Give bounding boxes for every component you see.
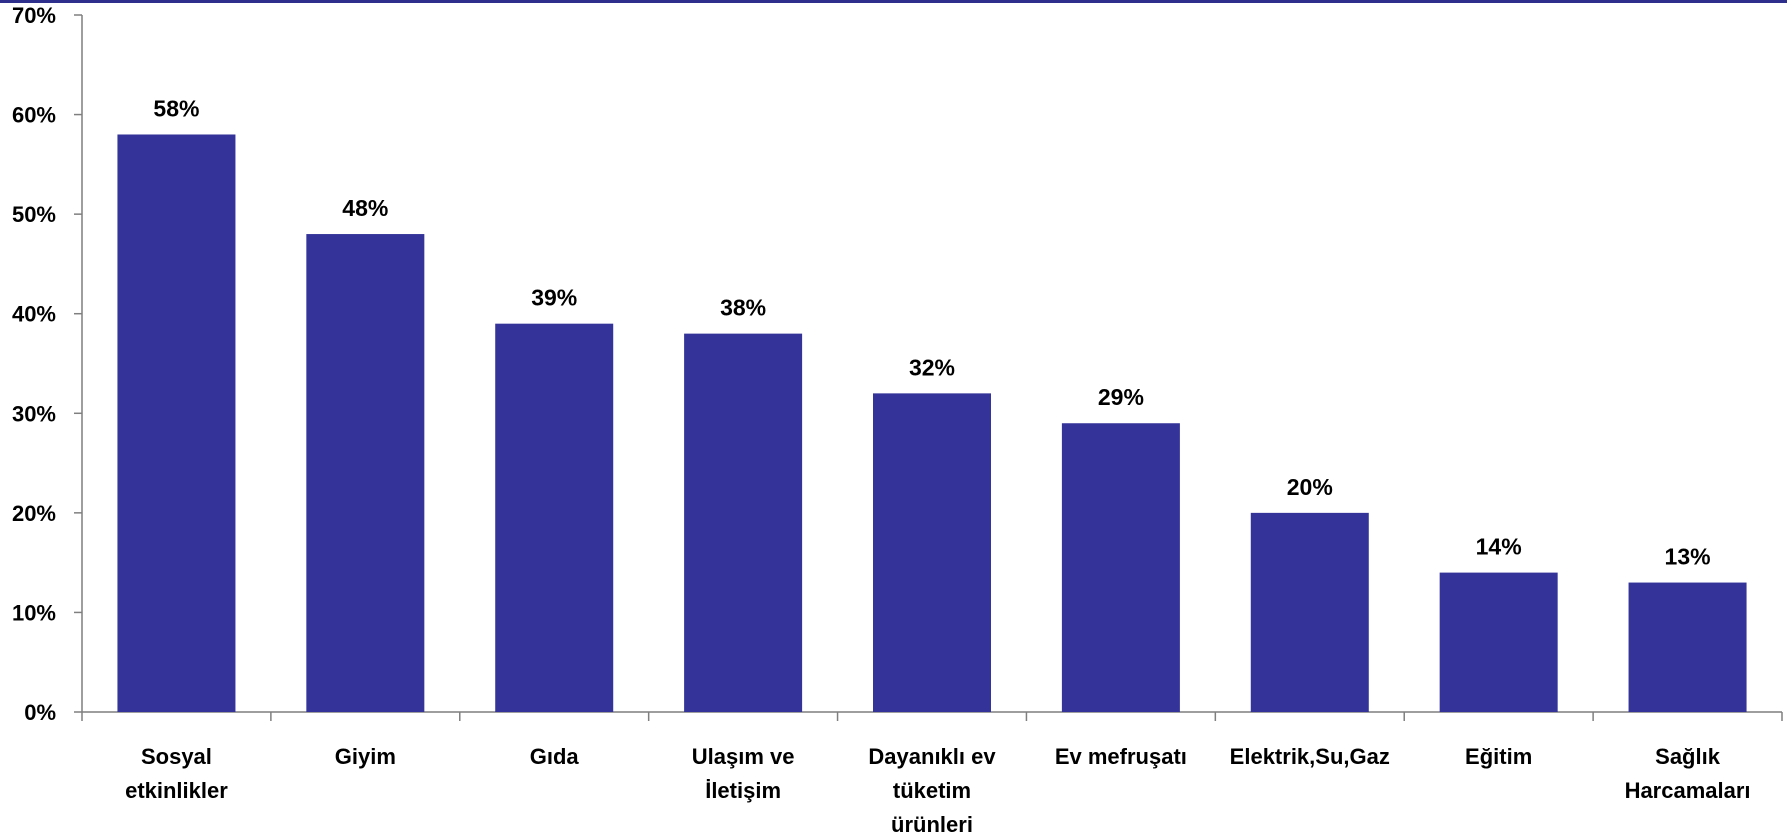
x-category-label: İletişim bbox=[705, 778, 781, 803]
y-tick-label: 30% bbox=[12, 401, 56, 426]
bar bbox=[1439, 572, 1558, 712]
bar bbox=[684, 333, 803, 712]
data-label: 14% bbox=[1476, 534, 1522, 560]
x-category-label: Eğitim bbox=[1465, 744, 1532, 769]
x-category-label: ürünleri bbox=[891, 812, 973, 835]
x-category-label: Gıda bbox=[530, 744, 580, 769]
x-category-label: Sağlık bbox=[1655, 744, 1721, 769]
bar bbox=[1061, 423, 1180, 712]
data-label: 13% bbox=[1665, 544, 1711, 570]
y-tick-label: 60% bbox=[12, 103, 56, 128]
y-tick-label: 40% bbox=[12, 302, 56, 327]
x-category-label: tüketim bbox=[893, 778, 971, 803]
data-label: 48% bbox=[342, 195, 388, 221]
top-rule bbox=[0, 0, 1787, 3]
data-label: 32% bbox=[909, 354, 955, 380]
data-label: 38% bbox=[720, 295, 766, 321]
x-category-label: Elektrik,Su,Gaz bbox=[1230, 744, 1390, 769]
data-label: 58% bbox=[153, 95, 199, 121]
bar bbox=[1250, 512, 1369, 712]
bar bbox=[1628, 582, 1747, 712]
bar bbox=[873, 393, 991, 712]
bar bbox=[117, 134, 236, 712]
x-category-label: Harcamaları bbox=[1625, 778, 1751, 803]
bar bbox=[495, 323, 614, 712]
bar bbox=[306, 234, 425, 713]
x-category-label: Ev mefruşatı bbox=[1055, 744, 1187, 769]
y-tick-label: 10% bbox=[12, 600, 56, 625]
x-category-label: Ulaşım ve bbox=[692, 744, 795, 769]
x-category-label: Sosyal bbox=[141, 744, 212, 769]
data-label: 20% bbox=[1287, 474, 1333, 500]
y-tick-label: 0% bbox=[24, 700, 56, 725]
data-label: 29% bbox=[1098, 384, 1144, 410]
x-category-label: Dayanıklı ev bbox=[868, 744, 996, 769]
data-label: 39% bbox=[531, 285, 577, 311]
x-category-label: Giyim bbox=[335, 744, 396, 769]
x-category-label: etkinlikler bbox=[125, 778, 228, 803]
y-tick-label: 70% bbox=[12, 3, 56, 28]
y-tick-label: 20% bbox=[12, 501, 56, 526]
y-tick-label: 50% bbox=[12, 202, 56, 227]
